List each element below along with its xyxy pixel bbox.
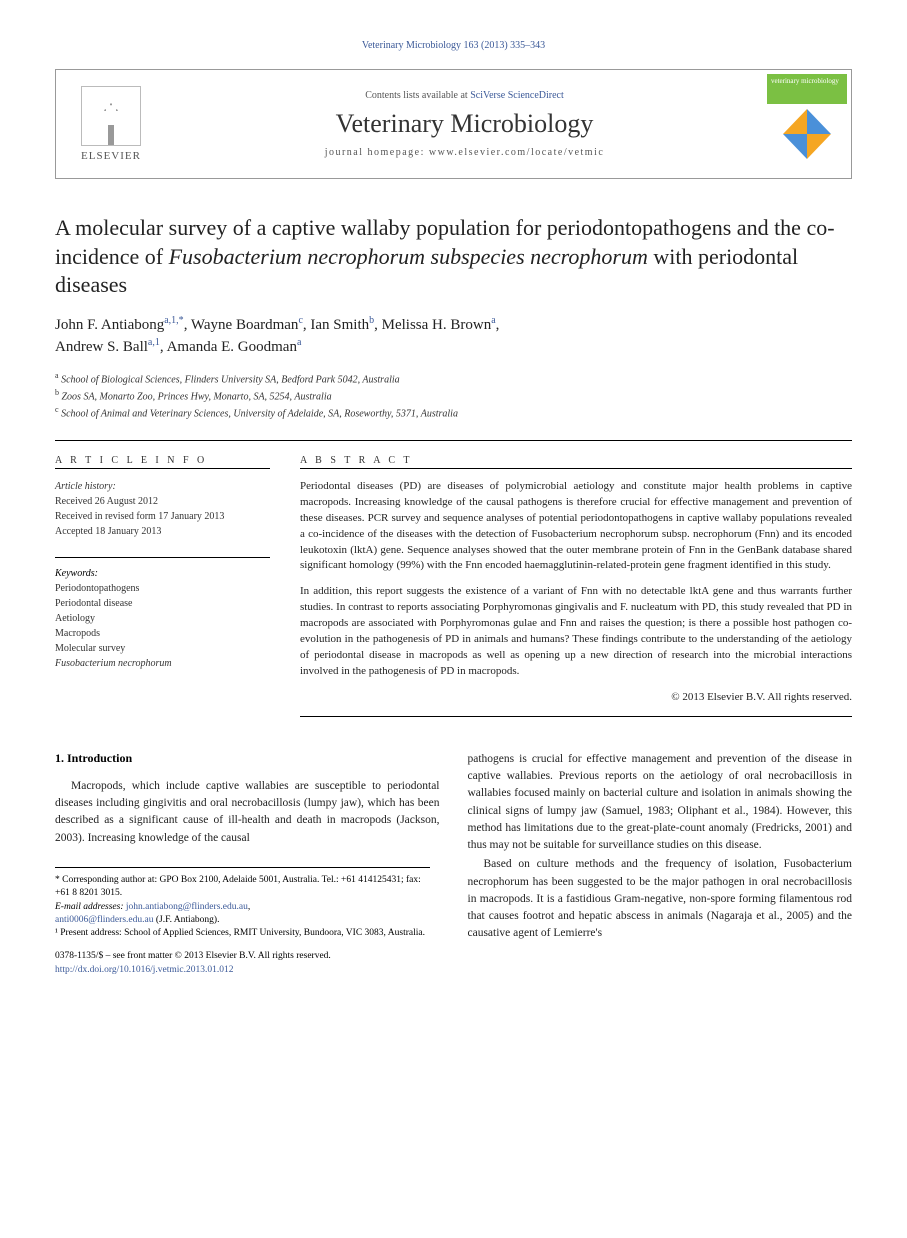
intro-para: pathogens is crucial for effective manag… <box>468 751 853 855</box>
aff-text: School of Animal and Veterinary Sciences… <box>61 409 458 420</box>
present-address: ¹ Present address: School of Applied Sci… <box>55 927 430 940</box>
running-header: Veterinary Microbiology 163 (2013) 335–3… <box>55 40 852 51</box>
email-link[interactable]: anti0006@flinders.edu.au <box>55 915 153 925</box>
revised-date: Received in revised form 17 January 2013 <box>55 509 270 524</box>
footnotes: * Corresponding author at: GPO Box 2100,… <box>55 867 430 940</box>
email-author: (J.F. Antiabong). <box>156 915 220 925</box>
abstract-heading: A B S T R A C T <box>300 455 852 466</box>
keyword: Aetiology <box>55 611 270 626</box>
intro-para: Based on culture methods and the frequen… <box>468 856 853 942</box>
keyword: Macropods <box>55 626 270 641</box>
author: Ian Smith <box>310 317 369 333</box>
author: Amanda E. Goodman <box>167 339 297 355</box>
affiliation: a School of Biological Sciences, Flinder… <box>55 370 852 387</box>
affiliation: b Zoos SA, Monarto Zoo, Princes Hwy, Mon… <box>55 387 852 404</box>
keyword: Fusobacterium necrophorum <box>55 656 270 671</box>
affiliations: a School of Biological Sciences, Flinder… <box>55 370 852 422</box>
rule <box>300 716 852 717</box>
author-sup: a,1,* <box>164 315 183 326</box>
author: John F. Antiabong <box>55 317 164 333</box>
info-abstract-row: A R T I C L E I N F O Article history: R… <box>55 455 852 727</box>
article-info-heading: A R T I C L E I N F O <box>55 455 270 466</box>
email-label: E-mail addresses: <box>55 902 124 912</box>
email-line2: anti0006@flinders.edu.au (J.F. Antiabong… <box>55 914 430 927</box>
footer-bar: 0378-1135/$ – see front matter © 2013 El… <box>55 950 430 977</box>
author: Wayne Boardman <box>191 317 299 333</box>
aff-sup: c <box>55 405 59 414</box>
rule <box>55 557 270 558</box>
sciencedirect-link[interactable]: SciVerse ScienceDirect <box>470 90 564 101</box>
homepage-prefix: journal homepage: <box>325 147 429 158</box>
homepage-line: journal homepage: www.elsevier.com/locat… <box>166 147 763 158</box>
title-italic: Fusobacterium necrophorum subspecies nec… <box>169 244 648 269</box>
article-history: Article history: Received 26 August 2012… <box>55 479 270 539</box>
keywords-list: Periodontopathogens Periodontal disease … <box>55 581 270 671</box>
history-label: Article history: <box>55 479 270 494</box>
abstract-text: Periodontal diseases (PD) are diseases o… <box>300 479 852 706</box>
body-left-column: 1. Introduction Macropods, which include… <box>55 751 440 977</box>
elsevier-tree-icon <box>81 86 141 146</box>
aff-sup: a <box>55 371 59 380</box>
aff-text: Zoos SA, Monarto Zoo, Princes Hwy, Monar… <box>62 391 332 402</box>
keywords-label: Keywords: <box>55 568 270 579</box>
accepted-date: Accepted 18 January 2013 <box>55 524 270 539</box>
body-right-column: pathogens is crucial for effective manag… <box>468 751 853 977</box>
email-link[interactable]: john.antiabong@flinders.edu.au <box>126 902 248 912</box>
keyword: Periodontopathogens <box>55 581 270 596</box>
author-sup: a <box>491 315 495 326</box>
doi-link[interactable]: http://dx.doi.org/10.1016/j.vetmic.2013.… <box>55 964 430 977</box>
affiliation: c School of Animal and Veterinary Scienc… <box>55 404 852 421</box>
homepage-url[interactable]: www.elsevier.com/locate/vetmic <box>429 147 604 158</box>
article-info-column: A R T I C L E I N F O Article history: R… <box>55 455 270 727</box>
copyright-line: © 2013 Elsevier B.V. All rights reserved… <box>300 690 852 706</box>
journal-header-box: ELSEVIER Contents lists available at Sci… <box>55 69 852 179</box>
rule <box>55 468 270 469</box>
contents-line: Contents lists available at SciVerse Sci… <box>166 90 763 101</box>
corresponding-author: * Corresponding author at: GPO Box 2100,… <box>55 874 430 901</box>
intro-text-left: Macropods, which include captive wallabi… <box>55 778 440 847</box>
keyword: Periodontal disease <box>55 596 270 611</box>
journal-name: Veterinary Microbiology <box>166 109 763 139</box>
abstract-column: A B S T R A C T Periodontal diseases (PD… <box>300 455 852 727</box>
issn-line: 0378-1135/$ – see front matter © 2013 El… <box>55 950 430 963</box>
author: Andrew S. Ball <box>55 339 148 355</box>
rule <box>300 468 852 469</box>
keyword: Molecular survey <box>55 641 270 656</box>
intro-text-right: pathogens is crucial for effective manag… <box>468 751 853 943</box>
intro-heading: 1. Introduction <box>55 751 440 766</box>
author-sup: a <box>297 337 301 348</box>
article-title: A molecular survey of a captive wallaby … <box>55 214 852 300</box>
cover-label: veterinary microbiology <box>771 78 839 85</box>
intro-para: Macropods, which include captive wallabi… <box>55 778 440 847</box>
journal-center: Contents lists available at SciVerse Sci… <box>166 70 763 178</box>
abstract-para: Periodontal diseases (PD) are diseases o… <box>300 479 852 575</box>
email-line: E-mail addresses: john.antiabong@flinder… <box>55 901 430 914</box>
aff-text: School of Biological Sciences, Flinders … <box>61 374 400 385</box>
publisher-name: ELSEVIER <box>81 150 141 162</box>
author-sup: a,1 <box>148 337 160 348</box>
author: Melissa H. Brown <box>382 317 492 333</box>
author-sup: c <box>298 315 302 326</box>
received-date: Received 26 August 2012 <box>55 494 270 509</box>
aff-sup: b <box>55 388 59 397</box>
contents-prefix: Contents lists available at <box>365 90 470 101</box>
abstract-para: In addition, this report suggests the ex… <box>300 584 852 680</box>
author-sup: b <box>369 315 374 326</box>
publisher-logo: ELSEVIER <box>56 70 166 178</box>
divider <box>55 440 852 441</box>
authors-line: John F. Antiabonga,1,*, Wayne Boardmanc,… <box>55 314 852 358</box>
journal-cover-thumb: veterinary microbiology <box>767 74 847 174</box>
body-columns: 1. Introduction Macropods, which include… <box>55 751 852 977</box>
